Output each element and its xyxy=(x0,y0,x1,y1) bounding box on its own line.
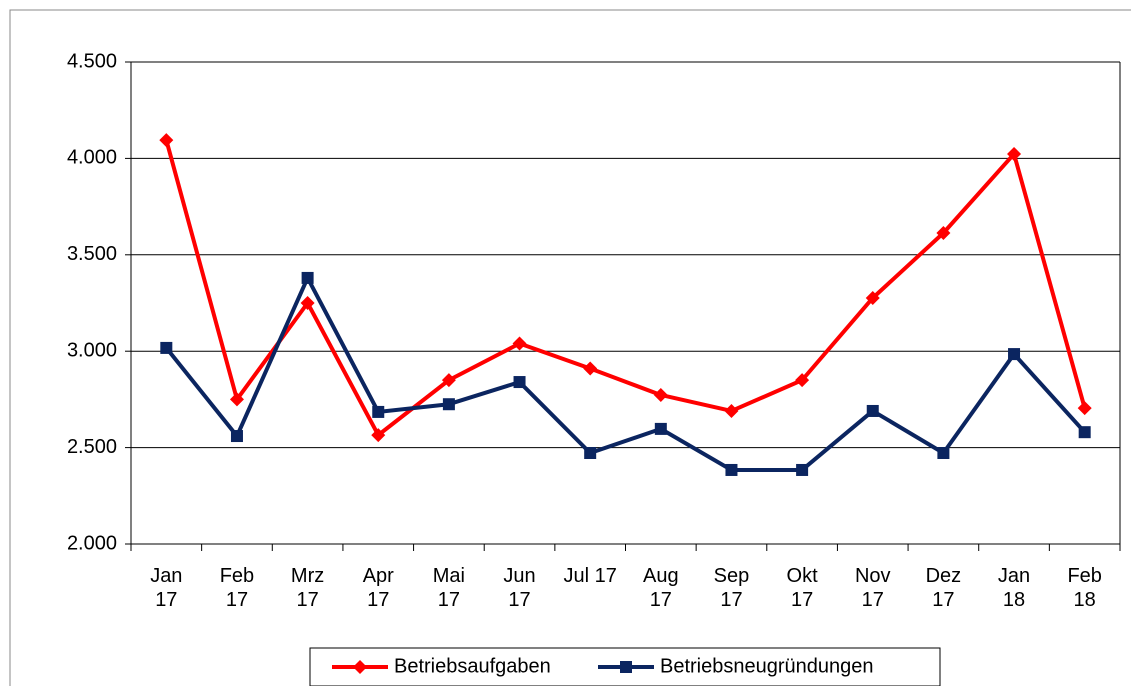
marker xyxy=(653,387,668,402)
y-tick-label: 4.500 xyxy=(67,50,117,72)
marker xyxy=(160,341,173,354)
x-tick-label: Aug 17 xyxy=(643,565,679,611)
x-tick-label: Okt 17 xyxy=(786,565,818,611)
marker xyxy=(936,226,951,241)
marker xyxy=(353,660,367,674)
marker xyxy=(795,373,810,388)
legend-label: Betriebsaufgaben xyxy=(394,655,551,677)
marker xyxy=(1008,348,1021,361)
marker xyxy=(654,422,667,435)
marker xyxy=(584,446,597,459)
marker xyxy=(796,463,809,476)
marker xyxy=(937,446,950,459)
marker xyxy=(300,296,315,310)
x-tick-label: Sep 17 xyxy=(713,565,750,611)
x-tick-label: Mai 17 xyxy=(432,565,465,611)
line xyxy=(164,139,1087,438)
x-tick-label: Dez 17 xyxy=(925,565,962,611)
marker xyxy=(1077,401,1092,416)
marker xyxy=(724,403,739,418)
x-tick-label: Jan 17 xyxy=(150,565,183,611)
x-tick-label: Apr 17 xyxy=(362,565,394,611)
marker xyxy=(513,376,526,389)
legend-label: Betriebsneugründungen xyxy=(660,655,874,677)
marker xyxy=(1007,146,1022,161)
marker xyxy=(442,398,455,411)
marker xyxy=(583,361,598,376)
x-tick-label: Mrz 17 xyxy=(290,565,325,611)
marker xyxy=(229,392,244,407)
y-tick-label: 2.500 xyxy=(67,436,117,458)
line xyxy=(164,275,1087,472)
marker xyxy=(865,290,880,305)
y-tick-label: 3.000 xyxy=(67,339,117,361)
marker xyxy=(371,428,386,443)
marker xyxy=(301,271,314,284)
marker xyxy=(866,404,879,417)
x-tick-label: Nov 17 xyxy=(854,565,891,611)
marker xyxy=(159,133,174,148)
x-tick-label: Jan 18 xyxy=(997,565,1031,611)
marker xyxy=(620,661,632,673)
y-tick-label: 3.500 xyxy=(67,243,117,265)
y-tick-label: 4.000 xyxy=(67,147,117,169)
marker xyxy=(512,336,527,351)
marker xyxy=(230,430,243,443)
y-tick-label: 2.000 xyxy=(67,532,117,554)
x-tick-label: Feb 18 xyxy=(1067,565,1102,611)
x-tick-label: Jun 17 xyxy=(503,565,536,611)
x-tick-label: Feb 17 xyxy=(219,565,255,611)
x-tick-label: Jul 17 xyxy=(563,565,617,587)
chart-border xyxy=(9,9,1131,686)
marker xyxy=(725,463,738,476)
marker xyxy=(372,405,385,418)
marker xyxy=(1078,426,1091,439)
marker xyxy=(441,373,456,388)
